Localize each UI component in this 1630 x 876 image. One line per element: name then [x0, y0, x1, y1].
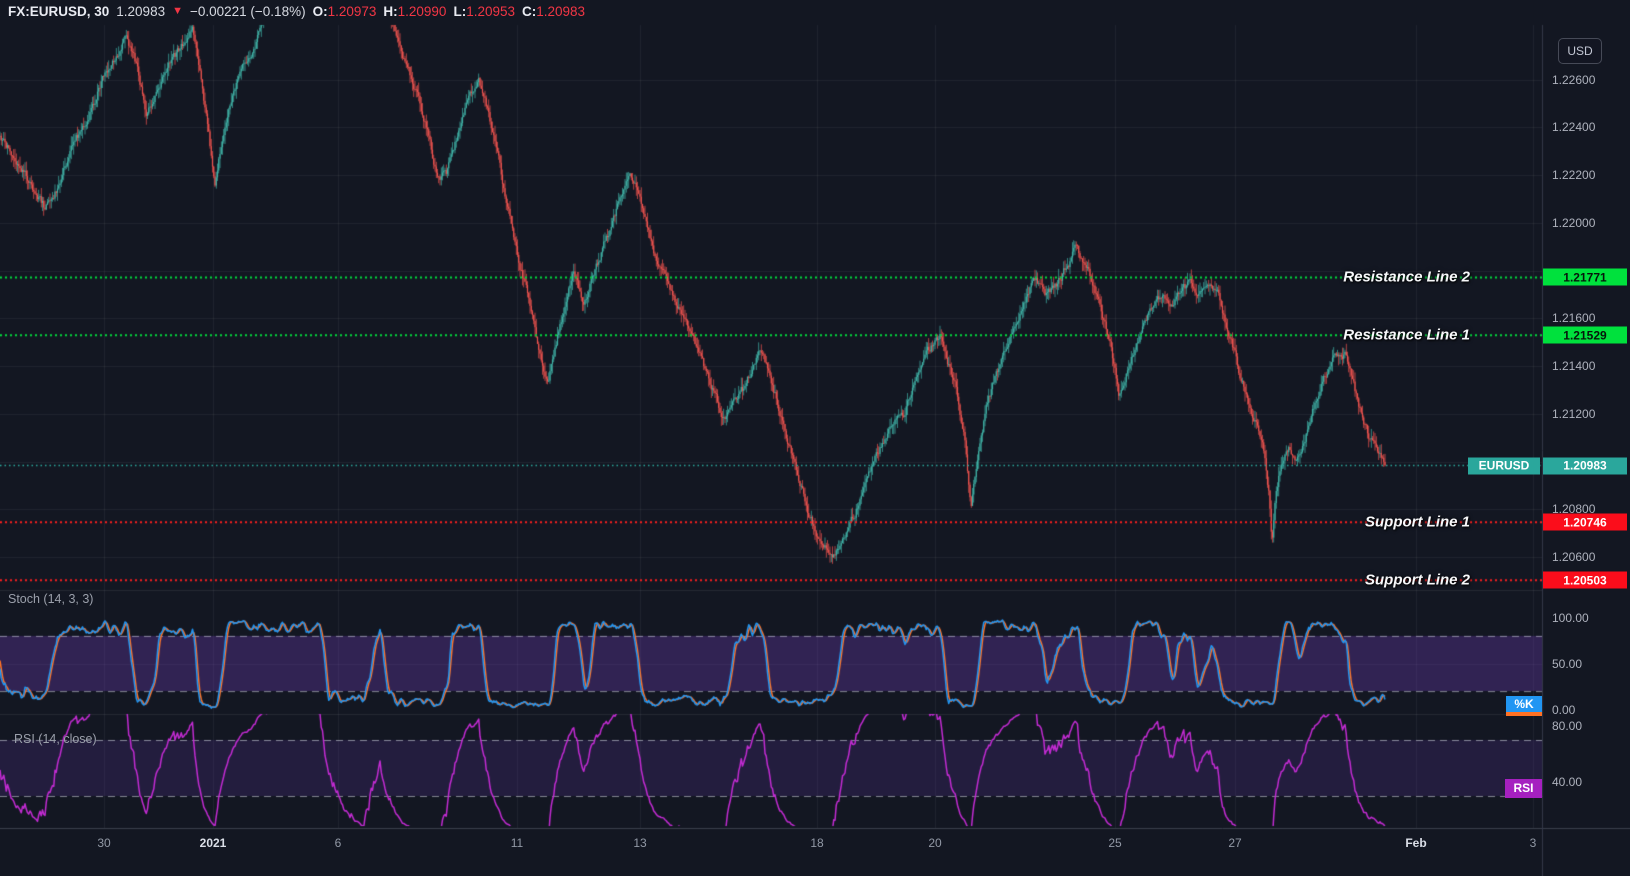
support-price-box: 1.20503	[1543, 571, 1627, 589]
price-tick: 1.21200	[1552, 406, 1596, 421]
price-change: −0.00221 (−0.18%)	[189, 4, 306, 19]
level-name-label[interactable]: Support Line 1	[1365, 513, 1470, 531]
price-tick: 1.21400	[1552, 359, 1596, 373]
down-arrow-icon: ▼	[172, 4, 183, 17]
stoch-d-tag-edge	[1506, 712, 1542, 716]
rsi-indicator-label[interactable]: RSI (14, close)	[14, 732, 97, 746]
time-label: 30	[97, 836, 111, 850]
low-price: 1.20953	[466, 4, 516, 19]
level-name-label[interactable]: Resistance Line 1	[1343, 326, 1470, 344]
close-value: C:1.20983	[522, 4, 585, 19]
last-price-ticker-box: EURUSD	[1468, 457, 1540, 475]
resistance-price-box: 1.21529	[1543, 326, 1627, 344]
open-value: O:1.20973	[313, 4, 377, 19]
support-price-box: 1.20746	[1543, 513, 1627, 531]
time-label: 27	[1228, 836, 1242, 850]
high-label: H:	[383, 4, 398, 19]
time-label: Feb	[1405, 836, 1427, 850]
symbol-title[interactable]: FX:EURUSD, 30	[8, 4, 110, 19]
price-tick: 1.22600	[1552, 72, 1596, 87]
time-label: 2021	[199, 836, 227, 850]
high-price: 1.20990	[397, 4, 447, 19]
level-name-label[interactable]: Support Line 2	[1365, 571, 1470, 589]
stoch-tick: 0.00	[1552, 702, 1576, 717]
last-price: 1.20983	[116, 4, 166, 19]
time-label: 11	[510, 836, 524, 850]
rsi-tick: 40.00	[1552, 775, 1583, 789]
time-label: 6	[334, 836, 342, 850]
open-label: O:	[312, 4, 328, 19]
stoch-tick: 50.00	[1552, 656, 1583, 671]
currency-usd-button[interactable]: USD	[1558, 38, 1602, 64]
time-label: 18	[810, 836, 824, 850]
rsi-tick: 80.00	[1552, 719, 1583, 733]
price-tick: 1.22200	[1552, 168, 1596, 182]
stoch-tick: 100.00	[1552, 610, 1589, 625]
price-tick: 1.20600	[1552, 550, 1596, 564]
level-name-label[interactable]: Resistance Line 2	[1343, 268, 1470, 286]
low-label: L:	[453, 4, 467, 19]
price-tick: 1.22400	[1552, 120, 1596, 135]
price-tick: 1.20800	[1552, 502, 1596, 517]
open-price: 1.20973	[327, 4, 377, 19]
low-value: L:1.20953	[453, 4, 515, 19]
time-label: 13	[633, 836, 647, 850]
price-tick: 1.21600	[1552, 311, 1596, 326]
time-label: 3	[1529, 836, 1537, 850]
stoch-indicator-label[interactable]: Stoch (14, 3, 3)	[8, 592, 94, 606]
high-value: H:1.20990	[383, 4, 446, 19]
close-price: 1.20983	[536, 4, 586, 19]
rsi-tag: RSI	[1505, 778, 1542, 798]
stoch-k-tag: %K	[1506, 695, 1542, 712]
ohlc-header: FX:EURUSD, 30 1.20983 ▼ −0.00221 (−0.18%…	[8, 4, 585, 19]
time-label: 25	[1108, 836, 1122, 850]
resistance-price-box: 1.21771	[1543, 268, 1627, 286]
price-tick: 1.22000	[1552, 215, 1596, 230]
close-label: C:	[522, 4, 537, 19]
time-label: 20	[928, 836, 942, 850]
last-price-box: 1.20983	[1543, 457, 1627, 475]
